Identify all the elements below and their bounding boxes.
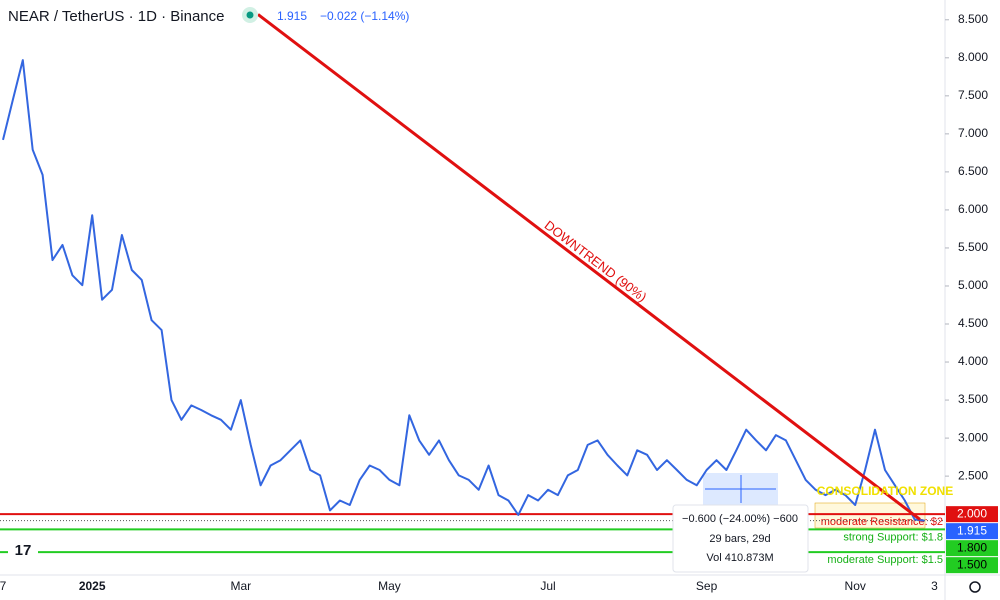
price-badge-label: 1.500 (957, 557, 987, 571)
settings-icon[interactable] (969, 581, 981, 593)
y-tick-label: 4.000 (958, 354, 988, 368)
x-tick-label: Nov (845, 579, 866, 593)
price-badge (946, 523, 998, 540)
x-tick-label: 7 (0, 579, 7, 593)
zone-label: CONSOLIDATION ZONE (817, 484, 953, 498)
price-badge (946, 557, 998, 574)
y-tick-label: 6.500 (958, 164, 988, 178)
x-tick-label: 3 (931, 579, 938, 593)
level-label: strong Support: $1.8 (843, 531, 943, 543)
level-label: moderate Resistance: $2 (821, 516, 943, 528)
price-badge (946, 506, 998, 523)
x-tick-label: May (378, 579, 401, 593)
y-tick-label: 5.000 (958, 278, 988, 292)
y-tick-label: 2.500 (958, 468, 988, 482)
y-tick-label: 5.500 (958, 240, 988, 254)
consolidation-zone (814, 502, 926, 529)
y-tick-label: 3.000 (958, 430, 988, 444)
tv-logo: 17 (8, 540, 38, 562)
price-badge-label: 1.915 (957, 523, 987, 537)
x-tick-label: Sep (696, 579, 718, 593)
price-badge (946, 540, 998, 557)
logo: 17 (15, 542, 32, 559)
y-tick-label: 8.000 (958, 50, 988, 64)
x-tick-label: 2025 (79, 579, 106, 593)
trendline (257, 13, 921, 521)
x-tick-label: Jul (540, 579, 555, 593)
last-price: 1.915 (277, 9, 307, 23)
measure-change: −0.600 (−24.00%) −600 (682, 513, 798, 525)
measure-box (672, 504, 809, 573)
price-change: −0.022 (−1.14%) (320, 9, 409, 23)
y-tick-label: 7.500 (958, 88, 988, 102)
price-line-series (2, 59, 925, 522)
measure-volume: Vol 410.873M (706, 552, 773, 564)
y-tick-label: 7.000 (958, 126, 988, 140)
price-badge-label: 2.000 (957, 506, 987, 520)
y-tick-label: 8.500 (958, 12, 988, 26)
price-badge-label: 1.800 (957, 540, 987, 554)
status-dot (246, 11, 254, 19)
measure-bars: 29 bars, 29d (709, 533, 770, 545)
logo-bg (8, 540, 38, 562)
level-label: moderate Support: $1.5 (827, 554, 943, 566)
y-tick-label: 3.500 (958, 392, 988, 406)
x-tick-label: Mar (230, 579, 251, 593)
y-tick-label: 6.000 (958, 202, 988, 216)
y-tick-label: 4.500 (958, 316, 988, 330)
chart-title: NEAR / TetherUS · 1D · Binance (8, 8, 224, 25)
